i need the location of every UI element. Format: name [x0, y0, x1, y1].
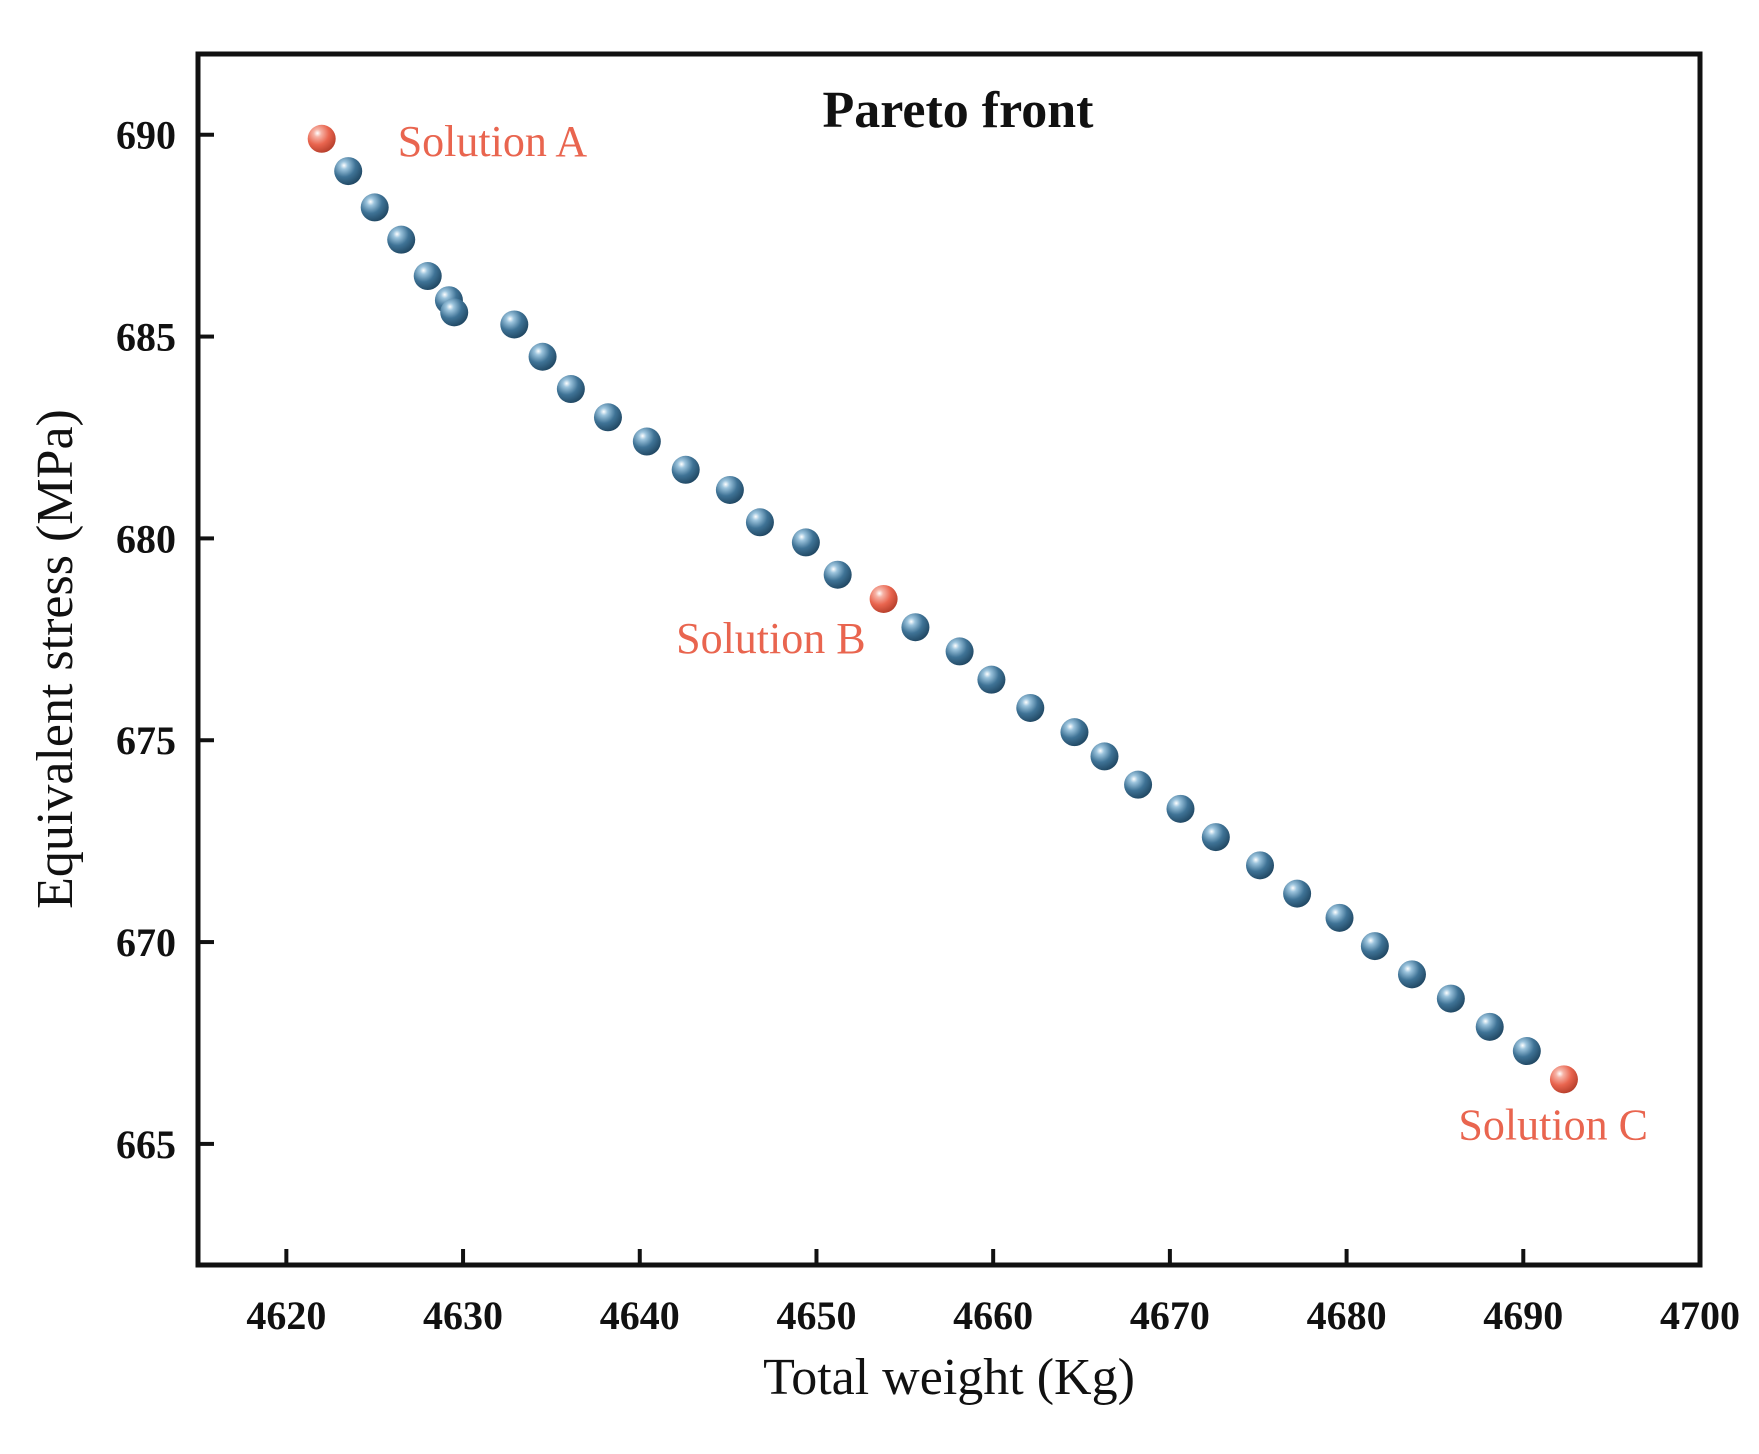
pareto-point	[745, 508, 774, 537]
pareto-point	[1397, 960, 1426, 989]
annotations: Solution A Solution B Solution C	[398, 117, 1648, 1150]
x-tick-label: 4680	[1307, 1293, 1387, 1338]
x-tick-label: 4670	[1130, 1293, 1210, 1338]
x-axis-ticks: 4620 4630 4640 4650 4660 4670 4680 4690 4700	[246, 1249, 1740, 1338]
solution-point	[307, 124, 336, 153]
x-tick-label: 4640	[600, 1293, 680, 1338]
pareto-point	[901, 613, 930, 642]
x-tick-label: 4660	[953, 1293, 1033, 1338]
pareto-point	[823, 560, 852, 589]
x-tick-label: 4630	[423, 1293, 503, 1338]
pareto-point	[413, 262, 442, 291]
pareto-point	[1201, 823, 1230, 852]
pareto-point	[528, 342, 557, 371]
pareto-point	[556, 375, 585, 404]
pareto-point	[1475, 1012, 1504, 1041]
pareto-point	[1090, 742, 1119, 771]
pareto-point	[1283, 879, 1312, 908]
solution-point	[1549, 1065, 1578, 1094]
x-axis-title: Total weight (Kg)	[763, 1349, 1135, 1406]
pareto-point	[334, 157, 363, 186]
y-axis-ticks: 665 670 675 680 685 690	[116, 113, 214, 1167]
pareto-point	[1124, 770, 1153, 799]
y-tick-label: 690	[116, 113, 176, 158]
pareto-point	[500, 310, 529, 339]
pareto-point	[1016, 693, 1045, 722]
x-tick-label: 4700	[1660, 1293, 1740, 1338]
pareto-point	[791, 528, 820, 557]
pareto-point	[593, 403, 622, 432]
y-tick-label: 685	[116, 315, 176, 360]
x-tick-label: 4620	[246, 1293, 326, 1338]
y-tick-label: 675	[116, 718, 176, 763]
y-axis-title: Equivalent stress (MPa)	[27, 409, 84, 909]
pareto-point	[715, 475, 744, 504]
pareto-point	[1436, 984, 1465, 1013]
solution-point	[869, 584, 898, 613]
pareto-point	[1325, 903, 1354, 932]
pareto-point	[360, 193, 389, 222]
pareto-point	[1166, 794, 1195, 823]
solution-label: Solution B	[676, 614, 866, 663]
chart-title: Pareto front	[823, 82, 1095, 139]
y-tick-label: 680	[116, 516, 176, 561]
pareto-point	[1512, 1037, 1541, 1066]
solution-label: Solution C	[1458, 1100, 1648, 1149]
pareto-point	[1360, 932, 1389, 961]
y-tick-label: 665	[116, 1122, 176, 1167]
pareto-point	[671, 455, 700, 484]
y-tick-label: 670	[116, 920, 176, 965]
pareto-point	[977, 665, 1006, 694]
pareto-point	[632, 427, 661, 456]
pareto-point	[440, 298, 469, 327]
x-tick-label: 4650	[776, 1293, 856, 1338]
pareto-point	[387, 225, 416, 254]
x-tick-label: 4690	[1483, 1293, 1563, 1338]
plot-frame	[195, 51, 1703, 1268]
pareto-point	[1246, 851, 1275, 880]
data-points	[307, 124, 1578, 1094]
pareto-point	[945, 637, 974, 666]
solution-label: Solution A	[398, 117, 588, 166]
pareto-point	[1060, 718, 1089, 747]
